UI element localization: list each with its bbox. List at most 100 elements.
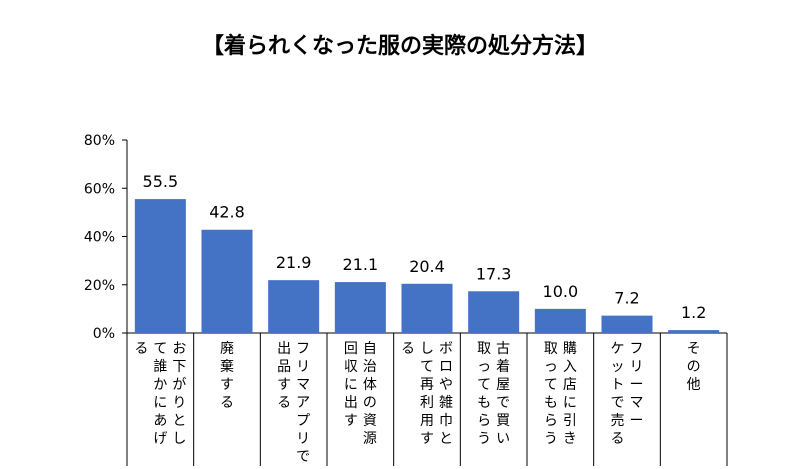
svg-text:も: も (477, 395, 491, 411)
svg-text:ケ: ケ (611, 341, 625, 357)
svg-text:ー: ー (630, 413, 644, 429)
svg-text:ボ: ボ (439, 341, 453, 357)
svg-text:て: て (477, 377, 491, 393)
svg-text:う: う (477, 431, 491, 447)
bar (668, 330, 720, 333)
category-label: その他 (687, 341, 701, 393)
svg-text:引: 引 (563, 413, 577, 429)
svg-text:ロ: ロ (439, 359, 453, 375)
bar (201, 229, 253, 333)
svg-text:収: 収 (344, 359, 358, 375)
svg-text:買: 買 (496, 413, 510, 429)
svg-text:で: で (296, 449, 310, 465)
svg-text:用: 用 (420, 413, 434, 429)
y-tick-label: 20% (84, 278, 115, 294)
svg-text:古: 古 (496, 341, 510, 357)
svg-text:取: 取 (544, 341, 558, 357)
svg-text:棄: 棄 (220, 359, 234, 375)
svg-text:に: に (344, 377, 358, 393)
svg-text:屋: 屋 (496, 377, 510, 393)
svg-text:誰: 誰 (153, 359, 167, 375)
svg-text:店: 店 (563, 377, 577, 393)
svg-text:し: し (172, 431, 186, 447)
svg-text:下: 下 (172, 359, 186, 375)
svg-text:ー: ー (630, 377, 644, 393)
svg-text:購: 購 (563, 341, 577, 357)
svg-text:そ: そ (687, 341, 701, 357)
y-tick-label: 60% (84, 181, 115, 197)
svg-text:再: 再 (420, 377, 434, 393)
svg-text:自: 自 (363, 341, 377, 357)
data-label: 21.9 (276, 253, 312, 272)
svg-text:と: と (439, 431, 453, 447)
data-label: 17.3 (476, 264, 512, 283)
svg-text:回: 回 (344, 341, 358, 357)
svg-text:雑: 雑 (439, 395, 453, 411)
svg-text:廃: 廃 (220, 340, 234, 357)
svg-text:売: 売 (611, 413, 625, 429)
svg-text:リ: リ (630, 359, 644, 375)
bar (534, 308, 586, 333)
data-label: 7.2 (614, 289, 639, 308)
svg-text:お: お (172, 341, 186, 357)
data-label: 20.4 (409, 257, 445, 276)
svg-text:マ: マ (630, 395, 644, 411)
svg-text:か: か (153, 377, 167, 393)
svg-text:利: 利 (420, 395, 434, 411)
svg-text:す: す (344, 413, 358, 429)
svg-text:ら: ら (477, 413, 491, 429)
svg-text:う: う (544, 431, 558, 447)
svg-text:と: と (172, 413, 186, 429)
svg-text:取: 取 (477, 341, 491, 357)
svg-text:品: 品 (277, 359, 291, 375)
svg-text:が: が (172, 377, 186, 393)
bar (401, 283, 453, 333)
svg-text:に: に (153, 395, 167, 411)
bar (268, 280, 320, 333)
svg-text:入: 入 (563, 359, 577, 375)
svg-text:ッ: ッ (611, 359, 625, 375)
svg-text:て: て (544, 377, 558, 393)
bar (601, 315, 653, 333)
svg-text:に: に (563, 395, 577, 411)
svg-text:す: す (277, 377, 291, 393)
svg-text:出: 出 (277, 341, 291, 357)
svg-text:巾: 巾 (439, 413, 453, 429)
data-label: 1.2 (681, 303, 706, 322)
svg-text:い: い (496, 431, 510, 447)
svg-text:プ: プ (296, 413, 310, 429)
data-label: 10.0 (543, 282, 579, 301)
svg-text:で: で (611, 395, 625, 411)
svg-text:も: も (544, 395, 558, 411)
y-tick-label: 40% (84, 230, 115, 246)
bar (468, 291, 520, 333)
svg-text:て: て (153, 341, 167, 357)
svg-text:リ: リ (296, 431, 310, 447)
svg-text:き: き (563, 431, 577, 447)
bar (134, 199, 186, 333)
svg-text:っ: っ (544, 359, 558, 375)
svg-text:の: の (363, 395, 377, 411)
svg-text:ア: ア (296, 395, 310, 411)
svg-text:げ: げ (153, 431, 167, 447)
bar (334, 282, 386, 333)
svg-text:ら: ら (544, 413, 558, 429)
svg-text:る: る (277, 395, 291, 411)
svg-text:る: る (611, 431, 625, 447)
svg-text:フ: フ (630, 341, 644, 357)
svg-text:す: す (220, 377, 234, 393)
data-labels: 55.5 42.8 21.9 21.1 20.4 17.3 10.0 7.2 1.2 (143, 172, 707, 322)
svg-text:マ: マ (296, 377, 310, 393)
svg-text:や: や (439, 377, 453, 393)
y-tick-label: 0% (93, 326, 115, 342)
svg-text:り: り (172, 395, 186, 411)
svg-text:る: る (401, 341, 415, 357)
